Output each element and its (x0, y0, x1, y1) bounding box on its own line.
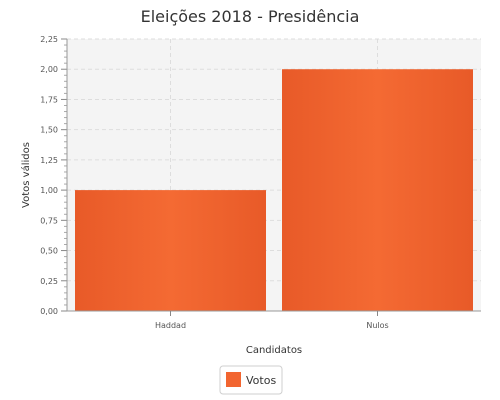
bars (75, 69, 473, 311)
y-tick-label: 2,00 (40, 65, 58, 74)
legend: Votos (219, 365, 283, 395)
y-axis: 0,00 0,25 0,50 0,75 1,00 1,25 1,50 1,75 2,00 2,25 (40, 35, 68, 316)
y-axis-label: Votos válidos (20, 142, 32, 208)
chart-title: Eleições 2018 - Presidência (141, 7, 360, 26)
x-tick-label-nulos: Nulos (366, 321, 388, 330)
bar-haddad (75, 190, 266, 311)
bar-nulos (282, 69, 473, 311)
y-tick-label: 0,50 (40, 247, 58, 256)
legend-swatch-votos (226, 372, 241, 387)
y-tick-label: 1,00 (40, 186, 58, 195)
y-tick-label: 2,25 (40, 35, 58, 44)
y-tick-label: 1,25 (40, 156, 58, 165)
y-tick-label: 0,25 (40, 277, 58, 286)
y-tick-label: 0,00 (40, 307, 58, 316)
y-tick-label: 0,75 (40, 216, 58, 225)
y-tick-label: 1,75 (40, 95, 58, 104)
x-axis: Haddad Nulos (67, 310, 481, 330)
x-axis-label: Candidatos (246, 345, 302, 356)
y-tick-label: 1,50 (40, 126, 58, 135)
legend-label-votos: Votos (246, 374, 276, 387)
x-tick-label-haddad: Haddad (155, 321, 186, 330)
